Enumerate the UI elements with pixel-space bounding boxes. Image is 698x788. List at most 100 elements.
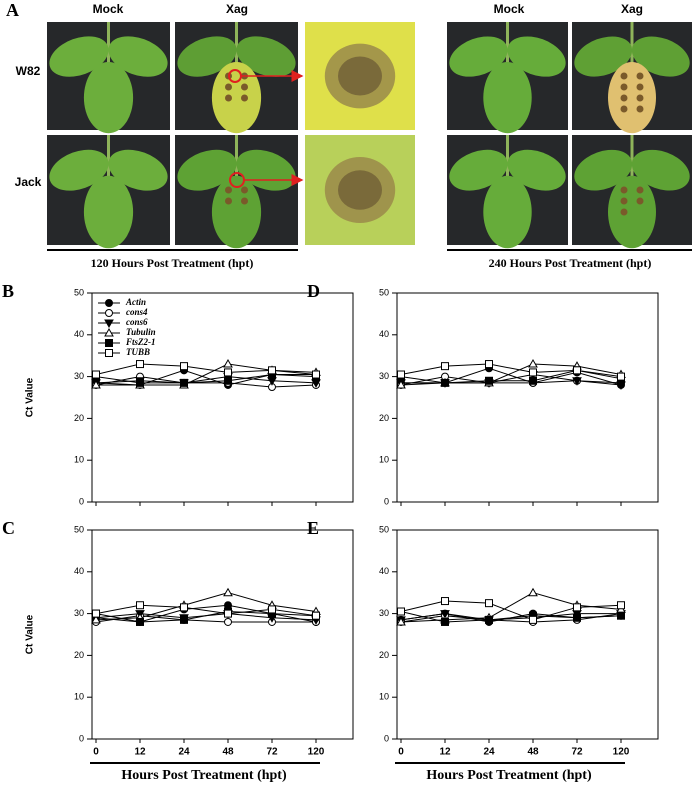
marker xyxy=(180,615,188,624)
x-tick-label: 24 xyxy=(483,747,495,758)
lesion xyxy=(241,83,248,91)
leaflet xyxy=(507,149,566,191)
plot-frame xyxy=(396,292,659,503)
legend-label: TUBB xyxy=(126,347,150,357)
x-tick-label: 24 xyxy=(178,747,190,758)
leaflet xyxy=(449,36,508,77)
marker xyxy=(268,605,276,614)
marker xyxy=(441,597,449,606)
legend-label: cons6 xyxy=(126,317,148,327)
series-line xyxy=(95,376,317,388)
y-tick-label: 50 xyxy=(74,287,84,297)
y-tick-label: 40 xyxy=(379,329,389,339)
y-tick-label: 20 xyxy=(74,413,84,423)
lesion xyxy=(620,105,628,113)
leaflet xyxy=(177,36,237,77)
marker xyxy=(224,609,232,618)
legend-marker xyxy=(104,327,114,337)
y-axis-label: Ct Value xyxy=(25,614,36,654)
marker xyxy=(485,599,493,608)
column-header: Xag xyxy=(621,2,643,16)
y-tick-label: 30 xyxy=(379,608,389,618)
panel-label: B xyxy=(2,281,14,301)
lesion xyxy=(241,197,248,205)
marker xyxy=(573,366,581,375)
marker xyxy=(180,603,188,612)
leaflet xyxy=(631,36,690,77)
series-line xyxy=(95,376,317,384)
marker xyxy=(180,362,188,371)
marker xyxy=(92,370,100,379)
plot-frame xyxy=(396,529,659,740)
y-tick-label: 50 xyxy=(379,524,389,534)
column-header: Mock xyxy=(494,2,525,16)
x-tick-label: 120 xyxy=(613,747,630,758)
x-tick-label: 72 xyxy=(571,747,583,758)
series-line xyxy=(95,611,317,623)
leaflet xyxy=(608,175,656,249)
y-tick-label: 0 xyxy=(384,733,389,743)
lesion xyxy=(636,186,644,194)
leaflet xyxy=(108,149,168,191)
lesion-zoom xyxy=(338,170,382,210)
photo-panel xyxy=(47,22,692,249)
lesion xyxy=(636,83,644,91)
leaflet xyxy=(608,61,656,134)
y-tick-label: 20 xyxy=(379,413,389,423)
leaflet xyxy=(631,149,690,191)
x-tick-label: 72 xyxy=(266,747,278,758)
y-tick-label: 20 xyxy=(74,650,84,660)
x-tick-label: 12 xyxy=(134,747,146,758)
x-tick-label: 120 xyxy=(308,747,325,758)
panel-label: A xyxy=(6,0,19,20)
charts: B 0 10 20 30 40 50 Ct Value Actincons4cons6Tubul… xyxy=(2,281,659,783)
y-tick-label: 30 xyxy=(74,608,84,618)
marker xyxy=(223,587,233,597)
marker xyxy=(441,378,449,387)
x-axis-label: Hours Post Treatment (hpt) xyxy=(121,768,287,783)
series-line xyxy=(95,363,317,376)
series-line xyxy=(400,613,621,621)
panel-label: D xyxy=(307,281,320,301)
legend-marker xyxy=(105,339,113,347)
marker xyxy=(441,617,449,626)
y-tick-label: 40 xyxy=(74,566,84,576)
lesion xyxy=(225,197,232,205)
x-tick-label: 48 xyxy=(222,747,234,758)
marker xyxy=(573,603,581,612)
lesion xyxy=(636,197,644,205)
series-line xyxy=(95,592,317,621)
marker xyxy=(529,376,537,385)
legend-marker xyxy=(104,319,114,329)
lesion xyxy=(636,72,644,80)
marker xyxy=(572,377,582,386)
y-tick-label: 10 xyxy=(74,692,84,702)
series-line xyxy=(400,363,622,386)
column-header: Mock xyxy=(93,2,124,16)
leaflet xyxy=(449,149,508,191)
marker xyxy=(91,379,101,389)
series-line xyxy=(95,615,316,623)
marker xyxy=(397,607,405,616)
legend-label: Tubulin xyxy=(126,327,156,337)
y-tick-label: 20 xyxy=(379,650,389,660)
marker xyxy=(397,370,405,379)
row-label: W82 xyxy=(16,64,41,78)
column-header: Xag xyxy=(226,2,248,16)
marker xyxy=(91,614,101,624)
marker xyxy=(617,372,625,381)
lesion xyxy=(225,94,232,102)
marker xyxy=(136,378,144,387)
y-tick-label: 0 xyxy=(384,496,389,506)
marker xyxy=(396,379,406,389)
lesion-zoom xyxy=(338,56,382,96)
legend-label: cons4 xyxy=(126,307,148,317)
y-tick-label: 40 xyxy=(379,566,389,576)
marker xyxy=(529,368,537,377)
leaflet xyxy=(177,149,237,191)
lesion xyxy=(620,186,628,194)
leaflet xyxy=(507,36,566,77)
y-tick-label: 30 xyxy=(74,371,84,381)
leaflet xyxy=(108,36,168,77)
